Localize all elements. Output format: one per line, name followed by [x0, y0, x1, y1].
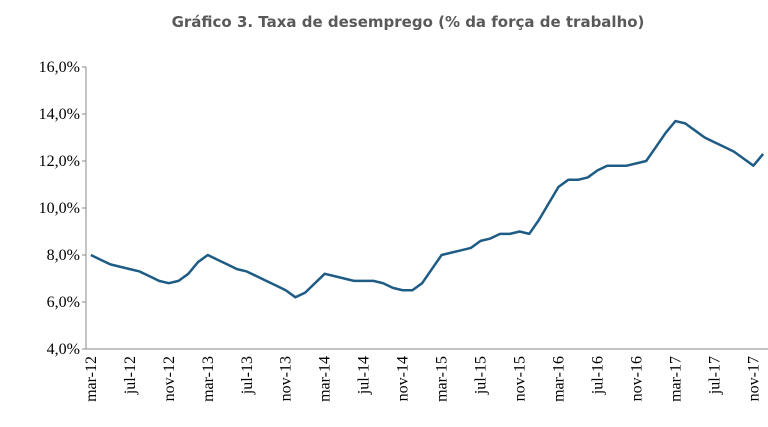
y-tick-label: 16,0%	[39, 59, 80, 76]
x-tick-label: jul-12	[122, 356, 139, 395]
y-tick-label: 14,0%	[39, 106, 80, 123]
y-tick-label: 6,0%	[47, 294, 80, 311]
x-tick-label: mar-17	[667, 356, 684, 402]
x-tick-label: nov-14	[395, 356, 412, 401]
x-tick-label: jul-15	[473, 356, 490, 395]
y-tick-label: 12,0%	[39, 153, 80, 170]
x-tick-label: nov-12	[161, 356, 178, 401]
x-tick-label: jul-13	[239, 356, 256, 395]
x-tick-label: mar-13	[200, 356, 217, 402]
x-tick-label: nov-16	[628, 356, 645, 401]
x-tick-label: jul-16	[590, 356, 607, 395]
chart-title: Gráfico 3. Taxa de desemprego (% da forç…	[172, 13, 645, 31]
x-tick-label: mar-12	[83, 356, 100, 402]
y-tick-label: 4,0%	[47, 341, 80, 358]
data-line	[90, 119, 765, 299]
y-tick-label: 8,0%	[47, 247, 80, 264]
x-tick-label: mar-15	[434, 356, 451, 402]
x-tick-label: nov-15	[512, 356, 529, 401]
x-tick-label: jul-17	[706, 356, 723, 395]
x-tick-label: mar-16	[551, 356, 568, 402]
x-tick-label: nov-13	[278, 356, 295, 401]
x-tick-label: jul-14	[356, 356, 373, 395]
y-tick-label: 10,0%	[39, 200, 80, 217]
x-tick-label: nov-17	[745, 356, 762, 401]
x-tick-label: mar-14	[317, 356, 334, 402]
